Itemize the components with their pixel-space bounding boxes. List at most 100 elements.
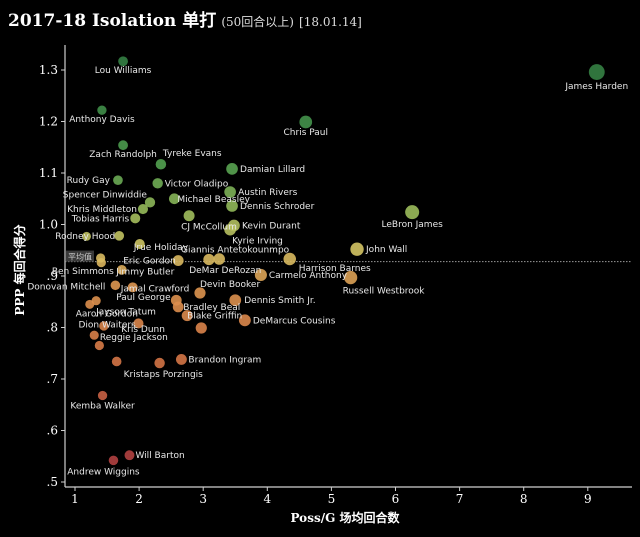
data-label: Brandon Ingram (188, 355, 261, 365)
data-point (113, 175, 123, 186)
data-point (99, 321, 109, 331)
data-label: Chris Paul (284, 128, 328, 138)
data-point (213, 253, 225, 265)
data-label: Jimmy Butler (115, 268, 174, 278)
data-label: Zach Randolph (89, 150, 157, 160)
y-axis-label: PPP 每回合得分 (12, 224, 27, 315)
data-point (283, 252, 296, 266)
y-tick-label: .8 (47, 321, 58, 335)
x-axis-label: Poss/G 场均回合数 (290, 510, 400, 525)
data-label: Carmelo Anthony (269, 271, 348, 281)
data-label: Jrue Holiday (133, 243, 189, 253)
data-label: Anthony Davis (69, 115, 135, 125)
x-tick-label: 7 (456, 492, 464, 506)
data-label: Kyrie Irving (232, 237, 283, 247)
point-labels: Lou Williams Anthony Davis James Harden Chr… (27, 66, 628, 477)
x-tick-label: 2 (135, 492, 143, 506)
title-main: 2017-18 Isolation 单打 (8, 11, 217, 31)
data-point (224, 223, 236, 236)
data-point (137, 203, 149, 215)
data-label: Damian Lillard (240, 165, 305, 175)
data-label: Kemba Walker (70, 401, 135, 411)
data-label: Aaron Gordon (76, 309, 138, 319)
data-label: Kris Dunn (121, 325, 165, 335)
data-point (114, 230, 125, 241)
data-point (238, 314, 251, 327)
data-point (194, 287, 206, 299)
data-point (299, 115, 313, 129)
data-point (94, 340, 104, 351)
data-label: Donovan Mitchell (27, 282, 105, 292)
data-label: Blake Griffin (187, 312, 242, 322)
data-point (144, 197, 156, 208)
data-label: Reggie Jackson (100, 333, 168, 343)
x-tick-label: 4 (263, 492, 271, 506)
data-label: John Wall (365, 245, 407, 255)
y-tick-label: 1.2 (39, 115, 58, 129)
data-label: Kevin Durant (242, 222, 301, 232)
data-label: Victor Oladipo (165, 179, 229, 189)
data-point (172, 255, 184, 266)
data-point (343, 270, 358, 285)
y-tick-label: .9 (47, 269, 58, 283)
data-label: Devin Booker (200, 280, 260, 290)
data-point (89, 330, 99, 340)
y-tick-label: 1.1 (39, 166, 58, 180)
average-label: 平均值 (68, 252, 92, 262)
data-point (350, 242, 364, 256)
data-label: Tyreke Evans (162, 149, 222, 159)
data-label: DeMar DeRozan (189, 266, 261, 276)
data-label: Kristaps Porzingis (124, 370, 204, 380)
data-label: CJ McCollum (181, 223, 237, 233)
data-point (82, 231, 91, 241)
data-point (97, 105, 107, 115)
title-date: [18.01.14] (299, 15, 362, 29)
data-point (118, 56, 128, 67)
data-point (195, 322, 207, 334)
data-label: Harrison Barnes (299, 264, 371, 274)
data-point (168, 193, 180, 205)
x-tick-label: 5 (328, 492, 336, 506)
data-label: Spencer Dinwiddie (63, 190, 148, 200)
data-label: Khris Middleton (67, 205, 137, 215)
x-tick-label: 8 (520, 492, 528, 506)
data-label: Lou Williams (95, 66, 152, 76)
data-point (134, 239, 145, 250)
data-label: James Harden (564, 82, 628, 92)
x-tick-label: 3 (199, 492, 207, 506)
data-point (116, 264, 127, 275)
data-label: Michael Beasley (177, 195, 250, 205)
data-label: Will Barton (135, 451, 184, 461)
data-label: Tobias Harris (71, 214, 130, 224)
x-tick-label: 1 (71, 492, 79, 506)
data-label: Paul George (116, 293, 171, 303)
axes: 1 2 3 4 5 6 7 8 9 1.3 1.2 1.1 1.0 .9 .8 .7 .6 .5 (39, 45, 632, 506)
chart-title: 2017-18 Isolation 单打 (50回合以上) [18.01.14] (8, 6, 362, 31)
data-point (175, 353, 187, 365)
data-point (108, 455, 119, 466)
data-point (226, 163, 238, 175)
data-point (183, 210, 195, 222)
data-point (96, 253, 106, 263)
data-label: Dion Waiters (78, 320, 136, 330)
data-label: Jayson Tatum (95, 308, 156, 318)
data-point (127, 282, 138, 293)
data-label: Eric Gordon (123, 257, 176, 267)
y-tick-label: .7 (47, 372, 58, 386)
data-label: Ben Simmons (52, 267, 114, 277)
x-tick-label: 9 (584, 492, 592, 506)
data-point (181, 310, 193, 322)
y-tick-label: .6 (47, 424, 58, 438)
data-label: Austin Rivers (238, 188, 297, 198)
data-point (133, 318, 144, 329)
data-label: Dennis Smith Jr. (244, 296, 315, 306)
data-point (155, 158, 167, 170)
data-point (97, 390, 108, 401)
data-label: Bradley Beal (183, 303, 240, 313)
data-label: LeBron James (382, 220, 444, 230)
average-label-bg (66, 250, 94, 262)
title-qualifier: (50回合以上) (221, 15, 294, 29)
data-point (224, 186, 236, 198)
data-point (111, 356, 122, 367)
data-point (118, 140, 128, 151)
